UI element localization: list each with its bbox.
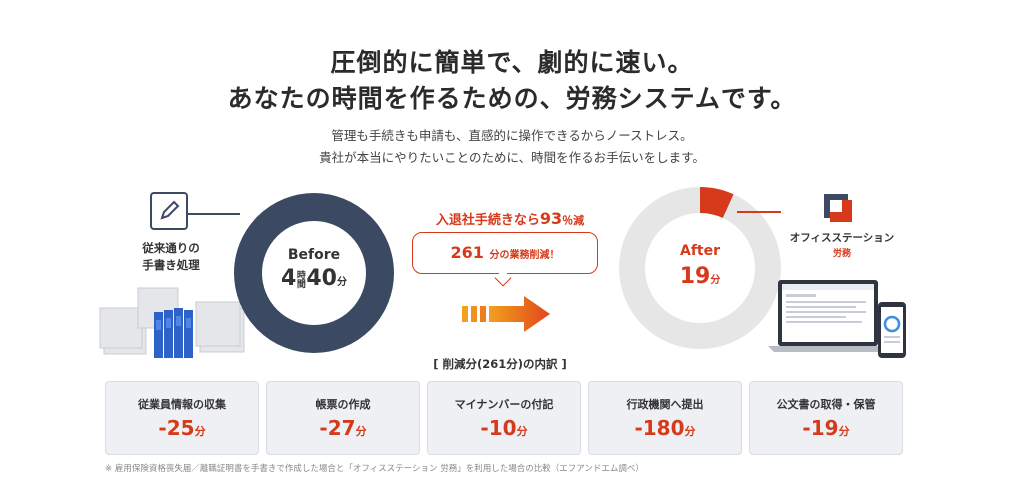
reduction-bubble: 261 分の業務削減！ [412,232,598,274]
card-value: -25分 [158,416,206,440]
card-value: -27分 [319,416,367,440]
card-value: -19分 [802,416,850,440]
card-title: 公文書の取得・保管 [776,398,876,411]
card-form-creation: 帳票の作成 -27分 [266,381,420,455]
handwritten-label-line-2: 手書き処理 [142,258,200,272]
brand-name: オフィスステーション [789,232,895,244]
after-ring [619,187,781,349]
card-submission: 行政機関へ提出 -180分 [588,381,742,455]
brand-sub: 労務 [832,249,851,259]
before-hours: 4 [281,266,297,291]
before-content: Before 4時 間40分 [234,193,394,353]
card-value: -180分 [634,416,696,440]
subtext-line-2: 貴社が本当にやりたいことのために、時間を作るお手伝いをします。 [319,150,705,165]
headline-line-1: 圧倒的に簡単で、劇的に速い。 [330,48,694,77]
pen-icon [150,192,188,230]
breakdown-label: [ 削減分(261分)の内訳 ] [433,357,567,371]
card-title: マイナンバーの付記 [454,398,554,411]
subtext-line-1: 管理も手続きも申請も、直感的に操作できるからノーストレス。 [331,128,693,143]
after-share-wedge [700,187,734,218]
before-time: 4時 間40分 [234,266,394,291]
card-employee-info: 従業員情報の収集 -25分 [105,381,259,455]
after-minutes-unit: 分 [710,275,721,286]
connector-line [188,213,240,215]
after-time: 19分 [618,264,782,289]
card-title: 従業員情報の収集 [138,398,226,411]
card-document-storage: 公文書の取得・保管 -19分 [749,381,903,455]
before-hours-unit: 時間 [296,271,306,290]
before-minutes-unit: 分 [336,277,347,288]
card-title: 帳票の作成 [315,398,371,411]
footnote: ※ 雇用保険資格喪失届／離職証明書を手書きで作成した場合と「オフィスステーション… [105,464,644,474]
bubble-number: 261 [450,243,484,262]
devices-illustration [768,280,906,358]
reduction-headline: 入退社手続きなら93％減 [435,209,585,228]
before-title: Before [287,247,341,263]
after-minutes: 19 [679,264,711,289]
brand-logo-icon [824,194,852,222]
headline-line-2: あなたの時間を作るための、労務システムです。 [227,84,797,113]
logo-connector-line [737,211,781,213]
card-value: -10分 [480,416,528,440]
before-minutes: 40 [306,266,337,291]
card-title: 行政機関へ提出 [626,398,704,411]
card-my-number: マイナンバーの付記 -10分 [427,381,581,455]
handwritten-label-line-1: 従来通りの [142,241,200,255]
handwritten-label: 従来通りの 手書き処理 [136,240,206,274]
arrow-icon [462,296,550,332]
bubble-text: 分の業務削減！ [489,250,560,261]
files-illustration [99,287,245,358]
after-title: After [679,243,721,259]
